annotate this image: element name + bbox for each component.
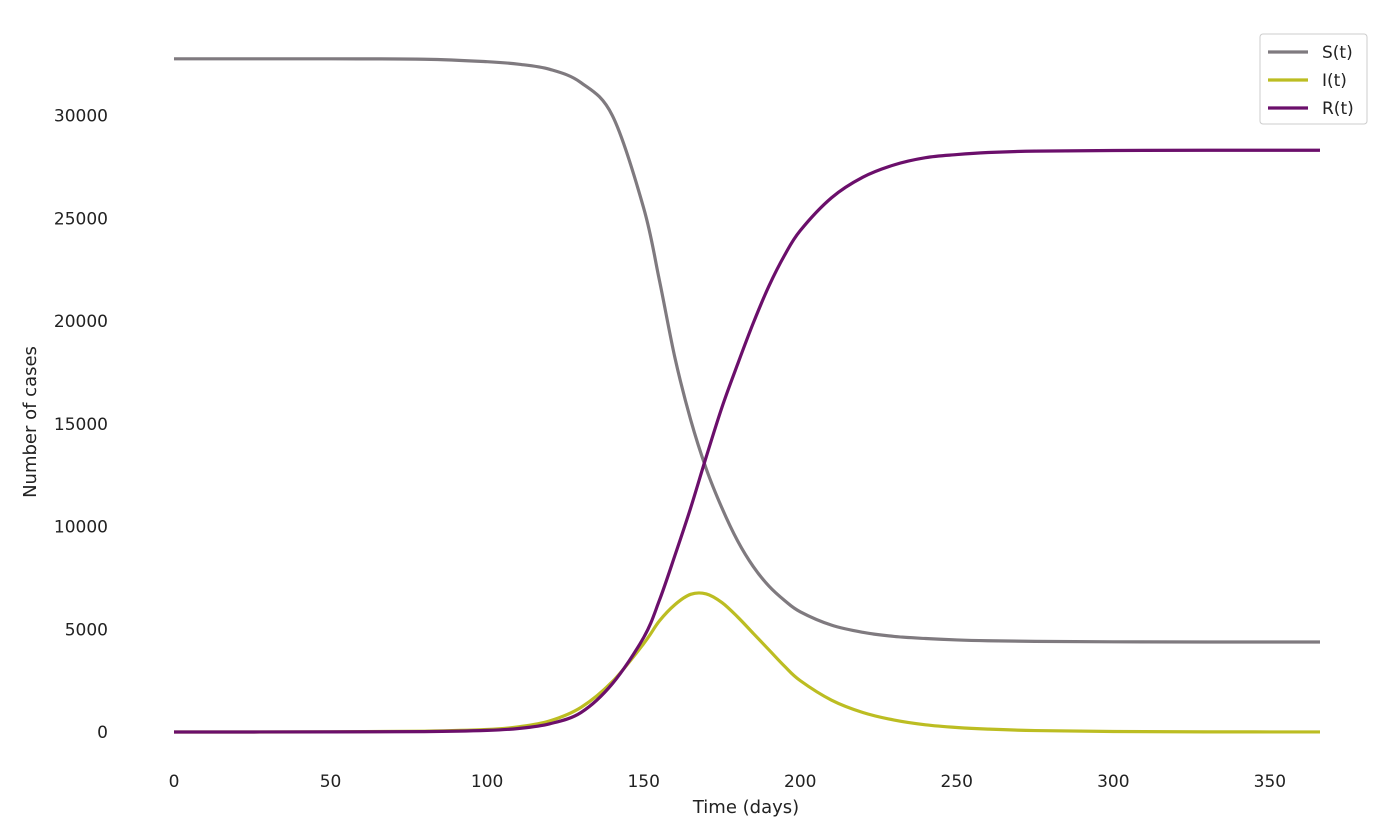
x-tick-label: 350 <box>1254 772 1286 792</box>
y-tick-label: 25000 <box>54 209 108 229</box>
y-tick-label: 10000 <box>54 518 108 538</box>
series-line-1 <box>173 591 1321 734</box>
x-axis-ticks: 0 50 100 150 200 250 300 350 <box>169 772 1287 792</box>
y-tick-label: 0 <box>97 723 108 743</box>
x-tick-label: 250 <box>941 772 973 792</box>
legend-box <box>1259 33 1368 125</box>
y-axis-label: Number of cases <box>20 346 41 498</box>
y-tick-label: 30000 <box>54 107 108 127</box>
y-tick-label: 15000 <box>54 415 108 435</box>
legend-entry-label: S(t) <box>1322 43 1353 63</box>
x-tick-label: 100 <box>471 772 503 792</box>
legend-entry-label: R(t) <box>1322 99 1354 119</box>
x-axis-label: Time (days) <box>692 797 799 818</box>
x-tick-label: 150 <box>627 772 659 792</box>
y-tick-label: 5000 <box>65 620 108 640</box>
legend-entry-label: I(t) <box>1322 71 1347 91</box>
plot-lines <box>173 57 1321 734</box>
y-tick-label: 20000 <box>54 312 108 332</box>
x-tick-label: 300 <box>1097 772 1129 792</box>
y-axis-ticks: 0 5000 10000 15000 20000 25000 30000 <box>54 107 108 743</box>
x-tick-label: 200 <box>784 772 816 792</box>
legend: S(t) I(t) R(t) <box>1259 33 1368 125</box>
series-line-0 <box>173 57 1321 644</box>
x-tick-label: 50 <box>320 772 342 792</box>
series-line-2 <box>173 148 1321 734</box>
x-tick-label: 0 <box>169 772 180 792</box>
